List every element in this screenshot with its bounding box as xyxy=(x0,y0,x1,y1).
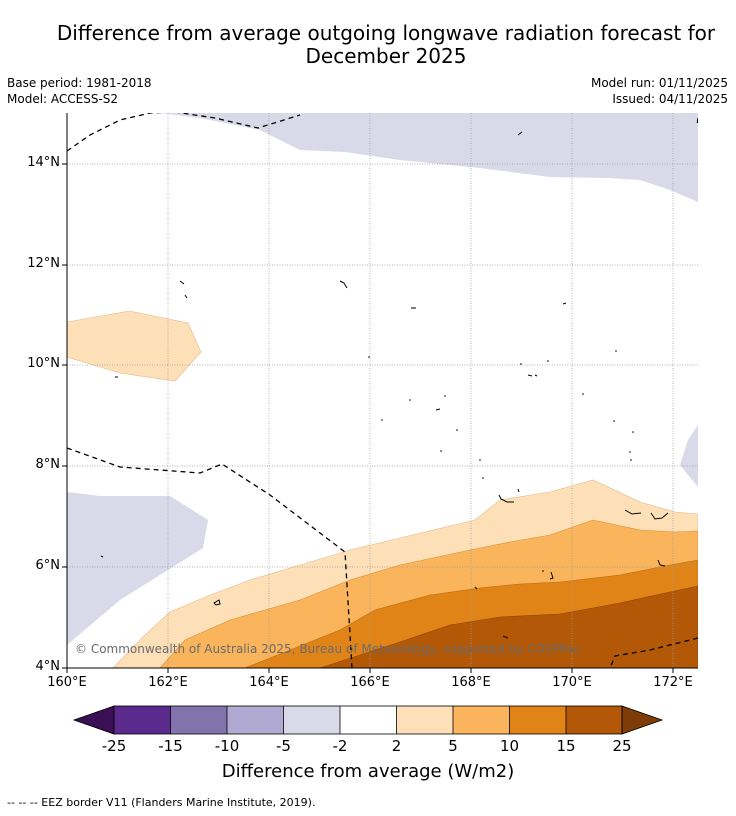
island xyxy=(657,559,666,567)
island xyxy=(562,302,567,305)
eez-borders xyxy=(67,113,698,668)
colorbar-label: -10 xyxy=(214,737,240,755)
lat-label-12: 12°N xyxy=(27,256,60,271)
lon-label-170: 170°E xyxy=(552,675,592,690)
island xyxy=(482,477,484,479)
lon-label-168: 168°E xyxy=(451,675,491,690)
negative-anomaly-region-west xyxy=(67,492,208,645)
island xyxy=(339,280,348,289)
island xyxy=(632,431,634,433)
colorbar-bin-7 xyxy=(453,706,510,734)
lat-label-14: 14°N xyxy=(27,155,60,170)
map-area xyxy=(67,113,698,668)
lon-label-160: 160°E xyxy=(47,675,87,690)
lat-label-8: 8°N xyxy=(35,457,61,472)
island xyxy=(624,509,642,515)
island xyxy=(547,360,549,362)
island xyxy=(520,363,522,365)
island xyxy=(213,599,221,606)
colorbar-label: -2 xyxy=(332,737,348,755)
colorbar-bin-2 xyxy=(170,706,227,734)
meta-left: Base period: 1981-2018 Model: ACCESS-S2 xyxy=(7,75,152,107)
base-period: Base period: 1981-2018 xyxy=(7,76,152,90)
lat-label-10: 10°N xyxy=(27,356,60,371)
lon-label-166: 166°E xyxy=(350,675,390,690)
positive-anomaly-region-west xyxy=(67,310,202,382)
colorbar-bin-5 xyxy=(340,706,397,734)
colorbar-bin-3 xyxy=(227,706,284,734)
colorbar-extend-low xyxy=(72,705,115,735)
eez-border-ne xyxy=(696,117,698,127)
islands xyxy=(100,131,669,639)
model-name: Model: ACCESS-S2 xyxy=(7,92,119,106)
island xyxy=(179,280,185,285)
gridlines xyxy=(67,113,698,668)
island xyxy=(630,459,632,461)
map-title-line2: December 2025 xyxy=(305,44,467,68)
island xyxy=(650,512,669,520)
colorbar-label: -25 xyxy=(101,737,127,755)
island xyxy=(409,399,411,401)
island xyxy=(474,586,478,590)
island xyxy=(184,294,188,299)
island xyxy=(613,420,615,422)
island xyxy=(368,356,370,358)
island-dots xyxy=(368,350,634,572)
island xyxy=(517,488,520,493)
negative-anomaly-region-north xyxy=(160,113,698,202)
meta-right: Model run: 01/11/2025 Issued: 04/11/2025 xyxy=(591,75,728,107)
model-run: Model run: 01/11/2025 xyxy=(590,76,728,90)
island xyxy=(498,494,514,503)
lon-label-162: 162°E xyxy=(148,675,188,690)
lat-label-6: 6°N xyxy=(35,558,61,573)
island xyxy=(100,555,104,558)
island xyxy=(381,419,383,421)
island xyxy=(629,451,631,453)
island xyxy=(527,374,538,377)
island xyxy=(456,429,458,431)
axis-ticks xyxy=(62,163,674,673)
map-title: Difference from average outgoing longwav… xyxy=(0,22,736,68)
island xyxy=(440,450,442,452)
island xyxy=(435,408,441,411)
island xyxy=(542,570,544,572)
colorbar-bin-6 xyxy=(396,706,453,734)
lat-label-4: 4°N xyxy=(35,659,61,674)
eez-legend-note: -- -- -- EEZ border V11 (Flanders Marine… xyxy=(7,796,316,809)
issued-date: Issued: 04/11/2025 xyxy=(612,92,728,106)
colorbar-bin-1 xyxy=(114,706,171,734)
island xyxy=(549,571,554,580)
island xyxy=(444,395,446,397)
colorbar-title: Difference from average (W/m2) xyxy=(221,761,515,782)
eez-border-se xyxy=(609,637,698,668)
island xyxy=(582,393,584,395)
colorbar xyxy=(72,705,664,735)
colorbar-label: 2 xyxy=(391,737,402,755)
island xyxy=(479,459,481,461)
colorbar-extend-high xyxy=(621,705,664,735)
colorbar-label: 5 xyxy=(448,737,458,755)
negative-anomaly-region-east xyxy=(680,425,698,487)
lon-label-164: 164°E xyxy=(249,675,289,690)
colorbar-label: 10 xyxy=(499,737,520,755)
island xyxy=(502,635,509,639)
colorbar-bin-4 xyxy=(283,706,340,734)
lon-label-172: 172°E xyxy=(653,675,693,690)
eez-border-west xyxy=(67,447,353,668)
colorbar-outline xyxy=(113,705,623,735)
colorbar-label: 25 xyxy=(612,737,632,755)
island xyxy=(517,131,523,136)
colorbar-bin-9 xyxy=(566,706,622,734)
island xyxy=(615,350,617,352)
copyright-notice: © Commonwealth of Australia 2025, Bureau… xyxy=(75,642,581,656)
colorbar-label: -5 xyxy=(276,737,291,755)
colorbar-label: -15 xyxy=(158,737,183,755)
colorbar-label: 15 xyxy=(556,737,576,755)
colorbar-bin-8 xyxy=(509,706,566,734)
map-title-line1: Difference from average outgoing longwav… xyxy=(56,21,716,45)
anomaly-band-15-25 xyxy=(319,585,698,668)
